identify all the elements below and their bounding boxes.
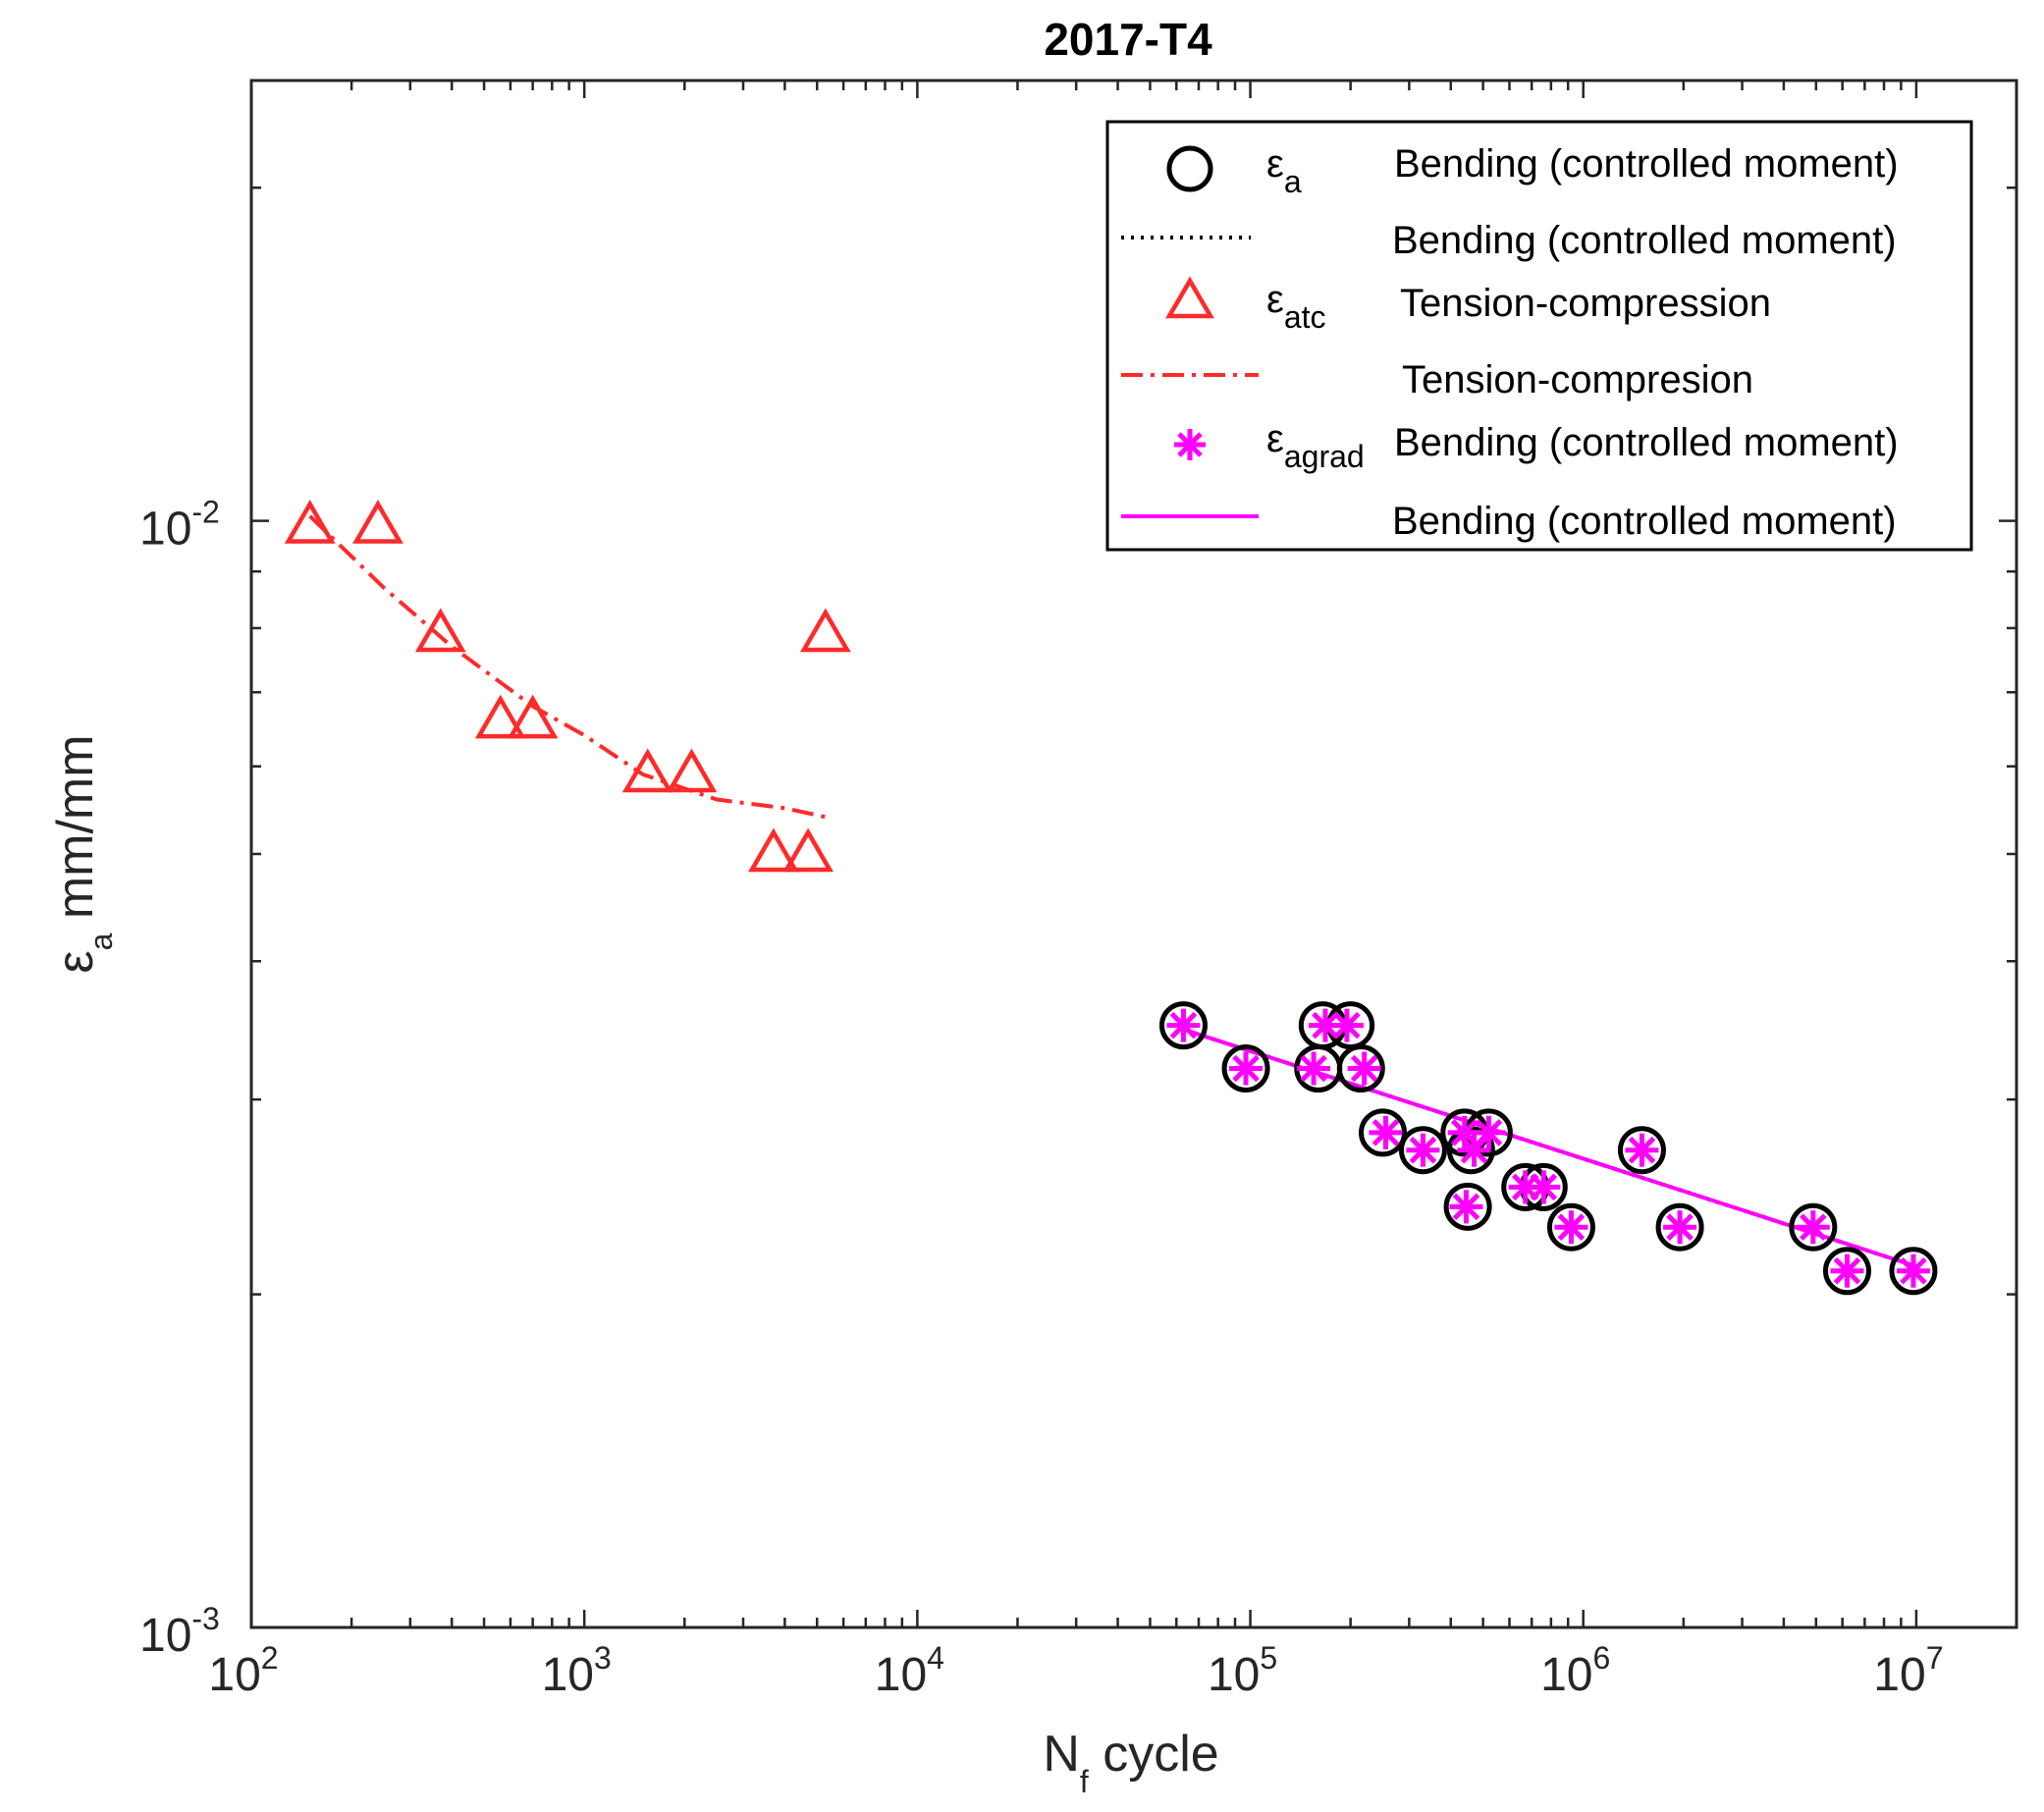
asterisk-marker [1229,1051,1264,1086]
circle-marker [1546,1202,1595,1252]
triangle-marker [414,608,466,653]
circle-marker [1655,1202,1704,1252]
fit-line-dashdot [308,514,827,820]
circle-marker [1789,1202,1838,1252]
triangle-marker [666,748,718,793]
circle-marker [1889,1247,1938,1296]
asterisk-marker [1369,1115,1403,1149]
asterisk-marker [1796,1210,1830,1245]
asterisk-marker [1347,1051,1381,1086]
asterisk-marker [1472,1115,1506,1149]
triangle-marker [284,500,336,544]
legend-label-4: Tension-compresion [1402,358,1753,401]
triangle-marker [782,827,834,873]
x-tick-label: 105 [1208,1640,1277,1701]
triangle-marker [621,748,673,793]
legend-symbol-3: εatc [1266,278,1326,335]
asterisk-marker [1663,1210,1697,1245]
legend-label-6: Bending (controlled moment) [1392,500,1897,543]
circle-marker [1822,1247,1871,1296]
x-tick-label: 107 [1873,1640,1943,1701]
circle-marker [1158,1001,1208,1050]
y-tick-label: 10-2 [139,495,220,556]
y-axis-label: εa mm/mm [47,734,119,973]
legend-circle-marker [1166,145,1213,192]
asterisk-marker [1830,1253,1864,1288]
asterisk-marker [1449,1190,1483,1224]
asterisk-marker [1166,1008,1201,1042]
legend: εa Bending (controlled moment) Bending (… [1105,120,1973,552]
legend-symbol-1: εa [1266,142,1302,199]
triangle-marker [507,694,559,739]
legend-symbol-5: εagrad [1266,417,1365,474]
asterisk-marker [1406,1133,1440,1167]
asterisk-marker [1527,1170,1561,1204]
data-markers [284,500,1938,1296]
triangle-marker [474,694,526,739]
legend-label-3: Tension-compression [1400,282,1771,325]
asterisk-marker [1625,1133,1659,1167]
asterisk-marker [1896,1253,1930,1288]
circle-marker [1359,1108,1408,1157]
circle-marker [1221,1044,1270,1093]
legend-label-2: Bending (controlled moment) [1392,219,1897,262]
triangle-marker [799,608,851,653]
triangle-marker [352,500,403,544]
chart-title: 2017-T4 [1044,14,1212,65]
circle-marker [1398,1126,1447,1175]
x-tick-label: 102 [208,1640,278,1701]
legend-label-5: Bending (controlled moment) [1394,421,1899,464]
legend-label-1: Bending (controlled moment) [1394,142,1899,186]
x-tick-label: 104 [875,1640,944,1701]
x-tick-label: 103 [542,1640,612,1701]
legend-asterisk-marker [1174,429,1206,460]
circle-marker [1617,1126,1666,1175]
x-axis-label: Nf cycle [1043,1726,1218,1799]
legend-box [1105,120,1973,552]
x-tick-label: 106 [1540,1640,1610,1701]
circle-marker [1443,1182,1492,1231]
legend-triangle-marker [1165,276,1214,319]
asterisk-marker [1554,1210,1588,1245]
asterisk-marker [1297,1051,1331,1086]
axis-ticks: 102 103 104 105 106 107 10-3 10-2 [139,80,2018,1701]
y-tick-label: 10-3 [139,1601,220,1662]
triangle-marker [747,827,799,873]
circle-marker [1336,1044,1385,1093]
asterisk-marker [1329,1008,1364,1042]
